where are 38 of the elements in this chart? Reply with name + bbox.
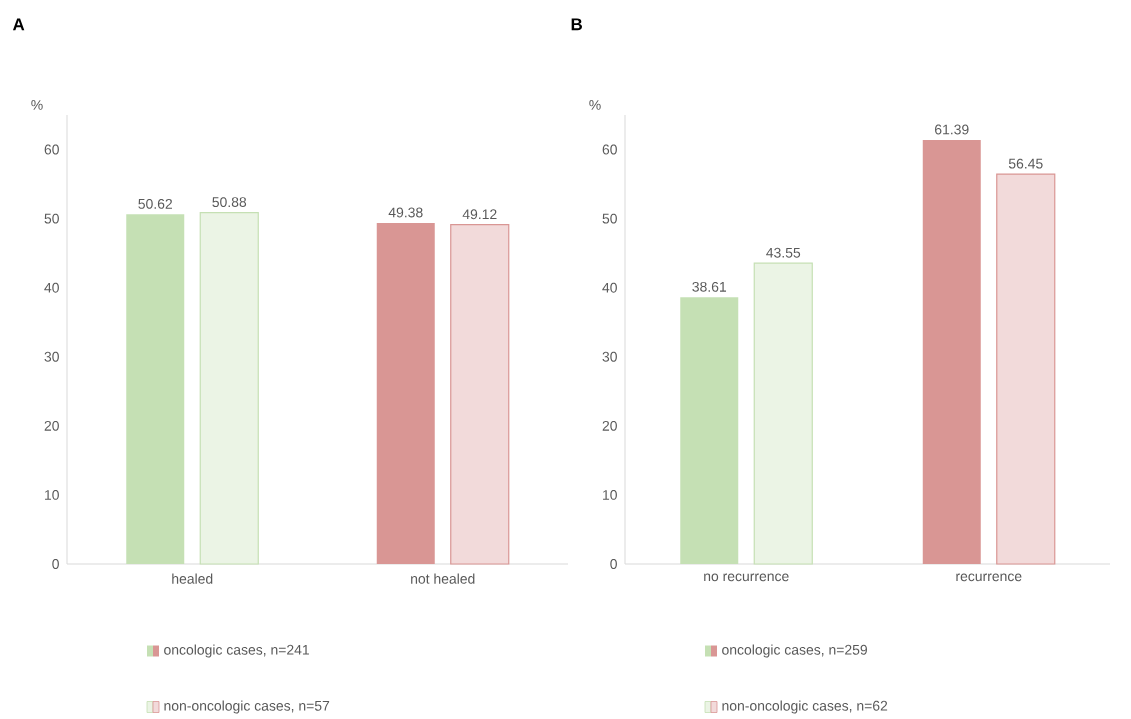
x-tick-label: recurrence	[956, 573, 1022, 582]
y-tick-label: 50	[602, 213, 617, 224]
bar	[996, 173, 1056, 565]
data-label: 49.12	[462, 209, 497, 220]
chart-title: A	[12, 18, 25, 31]
y-tick-label: 20	[602, 420, 617, 431]
data-label: 49.38	[388, 207, 423, 218]
y-tick-label: 30	[44, 351, 59, 362]
legend-label: oncologic cases, n=259	[722, 644, 867, 658]
bar	[922, 139, 981, 564]
x-tick-label: not healed	[411, 573, 475, 584]
y-tick-label: 10	[603, 489, 617, 500]
legend-label: oncologic cases, n=241	[164, 644, 309, 658]
y-tick-label: 40	[602, 282, 617, 293]
bar	[753, 262, 813, 565]
y-tick-label: 10	[45, 489, 59, 500]
legend-label: non-oncologic cases, n=57	[164, 700, 330, 714]
y-axis-title: %	[31, 100, 43, 110]
chart-title: B	[571, 18, 582, 31]
data-label: 43.55	[766, 247, 801, 258]
bar	[680, 297, 739, 564]
y-tick-label: 0	[610, 559, 617, 569]
data-label: 50.62	[138, 198, 172, 209]
y-tick-label: 60	[44, 144, 59, 155]
y-axis-title: %	[589, 100, 601, 110]
legend-label: non-oncologic cases, n=62	[722, 700, 888, 714]
data-label: 56.45	[1008, 158, 1043, 169]
y-tick-label: 40	[44, 282, 59, 293]
data-label: 38.61	[692, 281, 727, 292]
data-label: 50.88	[212, 197, 247, 208]
x-tick-label: healed	[172, 573, 213, 584]
x-tick-label: no recurrence	[704, 573, 789, 582]
y-tick-label: 20	[44, 420, 59, 431]
data-label: 61.39	[935, 124, 969, 135]
y-tick-label: 0	[52, 559, 59, 569]
y-tick-label: 60	[602, 144, 617, 155]
y-tick-label: 50	[44, 213, 59, 224]
y-tick-label: 30	[602, 351, 617, 362]
